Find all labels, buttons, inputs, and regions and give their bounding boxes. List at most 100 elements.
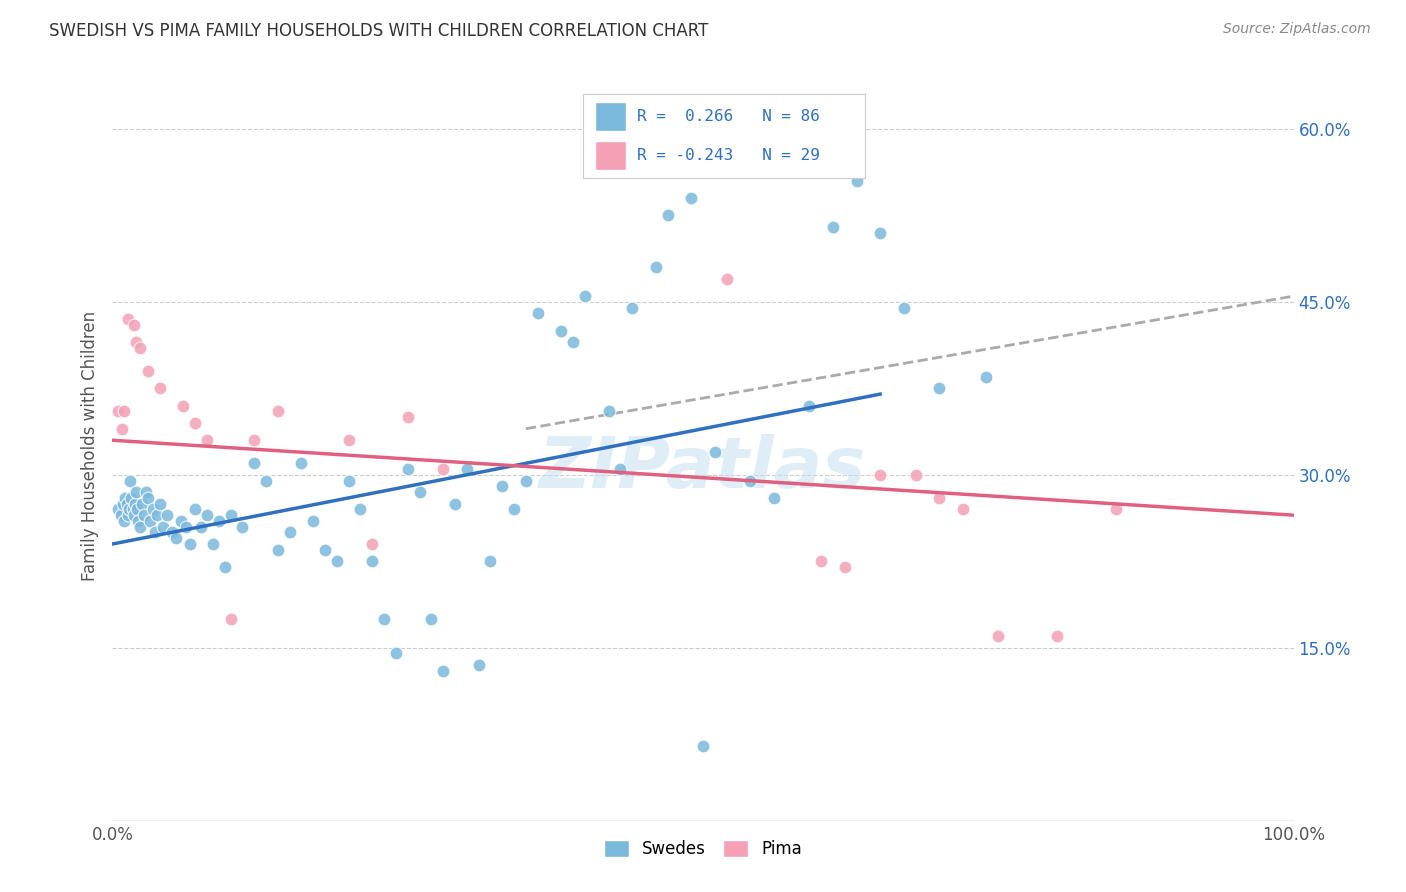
Point — [124, 497, 146, 511]
Point — [326, 554, 349, 568]
Point — [845, 174, 868, 188]
Point — [190, 519, 212, 533]
Point — [515, 474, 537, 488]
Point — [195, 508, 218, 523]
Point — [135, 485, 157, 500]
Point — [703, 444, 725, 458]
Point — [314, 542, 336, 557]
Point — [681, 191, 703, 205]
Text: ZIPatlas: ZIPatlas — [540, 434, 866, 503]
Point — [420, 612, 443, 626]
Point — [127, 502, 149, 516]
Point — [219, 508, 242, 523]
Point — [110, 508, 132, 523]
Point — [149, 497, 172, 511]
Point — [976, 369, 998, 384]
Point — [621, 301, 644, 315]
Point — [165, 531, 187, 545]
Point — [550, 324, 572, 338]
Point — [112, 404, 135, 418]
Point — [254, 474, 277, 488]
Point — [243, 456, 266, 470]
Point — [111, 422, 134, 436]
Point — [810, 554, 832, 568]
Point — [156, 508, 179, 523]
Point — [136, 364, 159, 378]
Point — [361, 537, 384, 551]
Point — [491, 479, 513, 493]
Point — [432, 664, 454, 678]
Point — [120, 491, 142, 505]
Point — [170, 514, 193, 528]
Point — [799, 399, 821, 413]
Point — [115, 497, 138, 511]
Text: R = -0.243   N = 29: R = -0.243 N = 29 — [637, 148, 820, 163]
Y-axis label: Family Households with Children: Family Households with Children — [80, 311, 98, 581]
Point — [869, 226, 891, 240]
Point — [267, 542, 290, 557]
Point — [657, 209, 679, 223]
FancyBboxPatch shape — [595, 103, 626, 131]
Point — [107, 502, 129, 516]
Point — [152, 519, 174, 533]
Point — [396, 462, 419, 476]
Point — [267, 404, 290, 418]
Point — [107, 404, 129, 418]
Point — [214, 560, 236, 574]
Point — [503, 502, 526, 516]
Point — [112, 497, 135, 511]
Point — [136, 491, 159, 505]
Point — [337, 434, 360, 448]
Point — [740, 474, 762, 488]
Point — [179, 537, 201, 551]
Text: R =  0.266   N = 86: R = 0.266 N = 86 — [637, 109, 820, 124]
Point — [562, 335, 585, 350]
Point — [337, 474, 360, 488]
Point — [142, 502, 165, 516]
Point — [1105, 502, 1128, 516]
Point — [231, 519, 253, 533]
Point — [139, 514, 162, 528]
Point — [172, 399, 194, 413]
Point — [479, 554, 502, 568]
Point — [146, 508, 169, 523]
Point — [243, 434, 266, 448]
Point — [184, 416, 207, 430]
Point — [118, 502, 141, 516]
Text: SWEDISH VS PIMA FAMILY HOUSEHOLDS WITH CHILDREN CORRELATION CHART: SWEDISH VS PIMA FAMILY HOUSEHOLDS WITH C… — [49, 22, 709, 40]
Point — [692, 739, 714, 753]
Point — [1046, 629, 1069, 643]
Point — [160, 525, 183, 540]
Point — [952, 502, 974, 516]
Point — [134, 508, 156, 523]
Point — [120, 474, 142, 488]
Text: Source: ZipAtlas.com: Source: ZipAtlas.com — [1223, 22, 1371, 37]
Point — [928, 381, 950, 395]
Point — [928, 491, 950, 505]
Legend: Swedes, Pima: Swedes, Pima — [598, 833, 808, 864]
Point — [432, 462, 454, 476]
Point — [385, 647, 408, 661]
Point — [195, 434, 218, 448]
Point — [174, 519, 197, 533]
Point — [361, 554, 384, 568]
Point — [716, 272, 738, 286]
Point — [290, 456, 312, 470]
Point — [125, 485, 148, 500]
Point — [278, 525, 301, 540]
Point — [122, 318, 145, 332]
Point — [131, 497, 153, 511]
Point — [117, 312, 139, 326]
Point — [904, 467, 927, 482]
Point — [117, 508, 139, 523]
Point — [526, 306, 548, 320]
Point — [208, 514, 231, 528]
Point — [201, 537, 224, 551]
Point — [112, 514, 135, 528]
Point — [114, 491, 136, 505]
Point — [987, 629, 1010, 643]
Point — [128, 341, 150, 355]
Point — [467, 658, 489, 673]
Point — [302, 514, 325, 528]
Point — [444, 497, 467, 511]
